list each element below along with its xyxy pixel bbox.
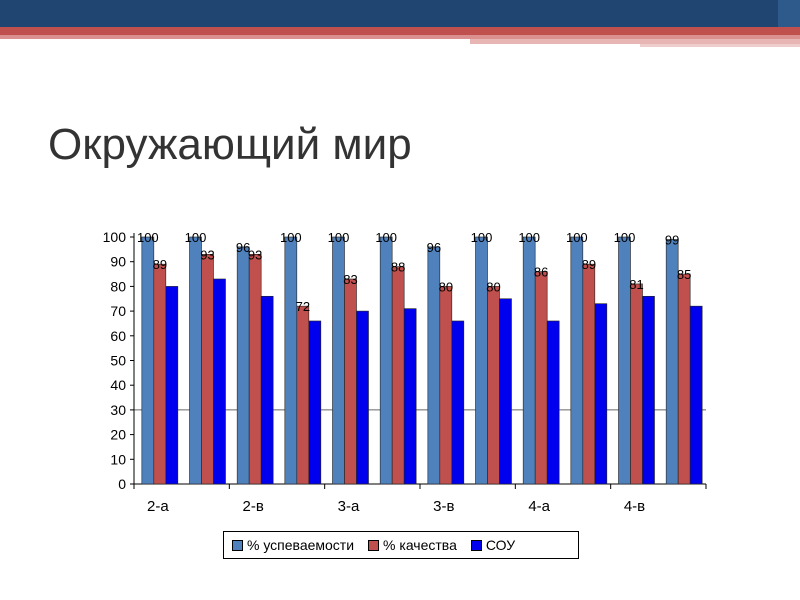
y-tick-label: 80 (110, 278, 126, 294)
bar (439, 286, 453, 485)
legend-label: СОУ (485, 537, 516, 553)
x-tick-label: 4-в (624, 498, 645, 515)
bar (165, 286, 179, 485)
legend-label: % качества (383, 537, 457, 553)
bar (689, 305, 703, 485)
data-label: 85 (677, 267, 691, 282)
data-label: 86 (534, 265, 548, 280)
slide-title: Окружающий мир (48, 120, 412, 169)
data-label: 80 (439, 279, 453, 294)
data-label: 88 (391, 260, 405, 275)
legend-item-success-rate: % успеваемости (232, 537, 354, 553)
y-tick-label: 100 (103, 229, 127, 245)
y-tick-label: 20 (110, 427, 126, 443)
bar (153, 263, 167, 485)
bar (546, 320, 560, 485)
chart-legend: % успеваемости % качества СОУ (223, 531, 579, 559)
data-label: 81 (629, 277, 643, 292)
bar (570, 236, 584, 485)
bar (260, 295, 274, 485)
data-label: 96 (427, 240, 441, 255)
bar (594, 303, 608, 485)
bar (213, 278, 226, 485)
bar (248, 253, 262, 485)
bar (308, 320, 322, 485)
legend-swatch (232, 539, 243, 551)
bar (534, 271, 548, 485)
bar (344, 278, 357, 485)
data-label: 72 (296, 299, 310, 314)
bar (141, 236, 155, 485)
bar (189, 236, 202, 485)
data-label: 80 (486, 279, 500, 294)
bar (201, 253, 214, 485)
legend-swatch (368, 539, 380, 551)
data-label: 99 (665, 232, 679, 247)
legend-swatch (470, 539, 482, 551)
x-tick-label: 2-а (147, 498, 169, 515)
header-bar-edge (778, 0, 800, 27)
data-label: 100 (471, 230, 493, 245)
y-tick-label: 0 (118, 476, 126, 492)
data-label: 100 (137, 230, 159, 245)
data-label: 89 (153, 257, 167, 272)
data-label: 89 (582, 257, 596, 272)
x-tick-label: 3-а (338, 498, 360, 515)
legend-label: % успеваемости (247, 537, 355, 553)
bar (403, 308, 417, 485)
legend-item-quality: % качества (368, 537, 457, 553)
bar (499, 298, 512, 485)
bar (618, 236, 631, 485)
x-tick-label: 2-в (243, 498, 264, 515)
data-label: 83 (343, 272, 357, 287)
bar (582, 263, 596, 485)
bar (284, 236, 298, 485)
bar (451, 320, 465, 485)
y-tick-label: 90 (110, 254, 126, 270)
y-tick-label: 60 (110, 328, 126, 344)
x-tick-label: 3-в (433, 498, 454, 515)
accent-stripe-light (0, 35, 800, 39)
y-tick-label: 10 (110, 451, 126, 467)
data-label: 100 (185, 230, 207, 245)
y-tick-label: 30 (110, 402, 126, 418)
data-label: 100 (614, 230, 636, 245)
accent-stripe-faint (640, 44, 800, 47)
y-tick-label: 40 (110, 377, 126, 393)
data-label: 96 (236, 240, 250, 255)
accent-stripe-faded (470, 39, 800, 44)
bar (487, 286, 500, 485)
y-tick-label: 70 (110, 303, 126, 319)
bar (677, 273, 691, 485)
bar (356, 310, 369, 485)
bar (296, 305, 310, 485)
bar (236, 246, 250, 485)
data-label: 100 (375, 230, 397, 245)
data-label: 100 (566, 230, 588, 245)
legend-item-sou: СОУ (470, 537, 516, 553)
data-label: 93 (200, 247, 214, 262)
data-label: 100 (280, 230, 302, 245)
bar (391, 266, 405, 485)
bar (630, 283, 643, 485)
bar (475, 236, 488, 485)
y-tick-label: 50 (110, 353, 126, 369)
data-label: 100 (518, 230, 540, 245)
data-label: 93 (248, 247, 262, 262)
x-tick-label: 4-а (528, 498, 550, 515)
accent-stripe (0, 27, 800, 35)
bar (642, 295, 655, 485)
header-bar (0, 0, 800, 27)
data-label: 100 (328, 230, 350, 245)
